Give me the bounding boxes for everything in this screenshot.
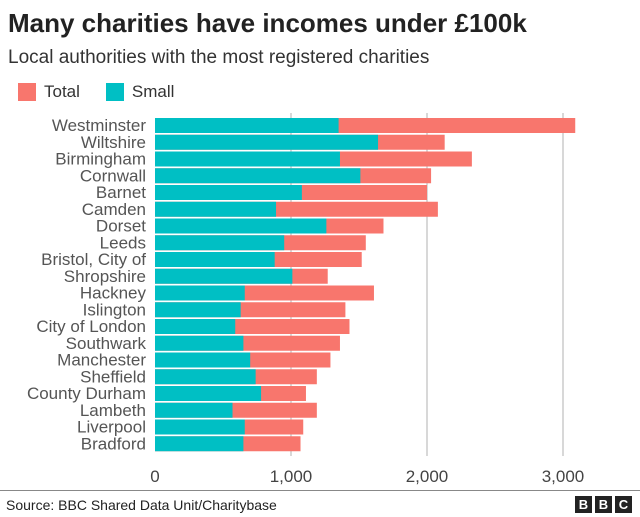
legend-label: Total [44,82,80,101]
bar-small [155,419,245,435]
footer-divider [0,490,640,491]
category-label: County Durham [27,384,146,403]
bar-small [155,252,275,267]
bar-small [155,118,339,133]
plot-area: 0 1,000 2,000 3,000 WestminsterWiltshireBirm… [27,113,585,486]
chart-subtitle: Local authorities with the most register… [8,47,430,68]
legend-swatch-total [18,83,36,101]
category-label: Islington [83,300,146,319]
category-label: Hackney [80,284,147,303]
x-tick-label: 3,000 [542,467,585,486]
category-label: Westminster [52,116,146,135]
category-label: Cornwall [80,166,146,185]
category-label: Sheffield [80,367,146,386]
category-label: Shropshire [64,267,146,286]
category-label: Barnet [96,183,146,202]
x-tick-label: 0 [150,467,159,486]
bar-small [155,369,256,385]
category-label: Birmingham [55,150,146,169]
bar-small [155,352,251,368]
category-label: Bristol, City of [41,250,146,269]
category-label: Lambeth [80,401,146,420]
source-text: Source: BBC Shared Data Unit/Charitybase [6,497,277,513]
legend-item-total: Total [18,82,80,102]
category-label: Dorset [96,217,146,236]
legend: Total Small [18,82,200,102]
category-label: Wiltshire [81,133,146,152]
bar-small [155,218,327,234]
bar-small [155,151,340,167]
category-label: Manchester [57,351,146,370]
bar-small [155,134,379,150]
bar-small [155,335,244,351]
bar-small [155,235,285,251]
bar-small [155,402,233,418]
category-label: Liverpool [77,418,146,437]
legend-label: Small [131,82,175,101]
bar-small [155,185,302,200]
category-label: Southwark [66,334,147,353]
category-label: City of London [36,317,146,336]
category-label: Leeds [100,233,146,252]
bar-small [155,201,277,217]
bar-small [155,436,244,452]
chart-title: Many charities have incomes under £100k [8,8,527,38]
category-label: Camden [82,200,146,219]
x-tick-label: 2,000 [406,467,449,486]
bar-small [155,319,236,334]
bar-small [155,302,241,318]
category-label: Bradford [81,434,146,453]
bar-small [155,268,293,284]
bar-small [155,285,245,301]
legend-item-small: Small [105,82,175,102]
x-tick-label: 1,000 [270,467,313,486]
bar-small [155,168,361,184]
legend-swatch-small [105,83,124,101]
bar-small [155,386,262,401]
